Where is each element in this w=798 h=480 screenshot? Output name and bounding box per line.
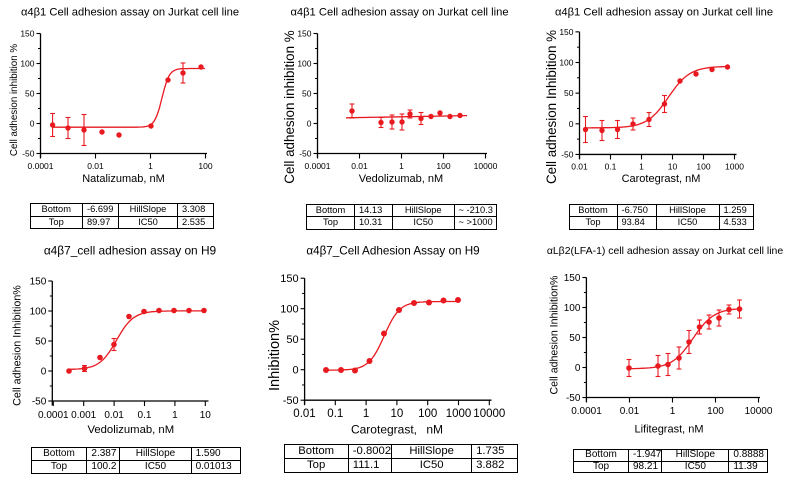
svg-text:1: 1 (363, 408, 369, 420)
svg-text:150: 150 (297, 28, 311, 38)
svg-text:0: 0 (30, 118, 35, 128)
svg-text:150: 150 (559, 27, 573, 37)
svg-text:100: 100 (418, 408, 437, 420)
svg-text:Lifitegrast, nM: Lifitegrast, nM (634, 424, 703, 436)
svg-text:100: 100 (297, 58, 311, 68)
svg-text:0.0001: 0.0001 (305, 161, 331, 171)
svg-text:1000: 1000 (725, 162, 744, 172)
svg-text:Cell adhesion Inhibition %: Cell adhesion Inhibition % (544, 30, 559, 184)
svg-text:0.01: 0.01 (104, 410, 124, 421)
svg-text:α4β7_cell adhesion assay on H9: α4β7_cell adhesion assay on H9 (44, 244, 217, 258)
svg-text:αLβ2(LFA-1) cell adhesion assa: αLβ2(LFA-1) cell adhesion assay on Jurka… (547, 246, 784, 257)
svg-text:0.0001: 0.0001 (38, 410, 69, 421)
svg-text:150: 150 (30, 277, 47, 288)
svg-text:10000: 10000 (473, 408, 505, 420)
svg-text:α4β1 Cell adhesion assay on Ju: α4β1 Cell adhesion assay on Jurkat cell … (555, 7, 773, 19)
svg-text:1: 1 (172, 410, 178, 421)
svg-text:100: 100 (707, 406, 724, 417)
svg-text:-50: -50 (32, 397, 47, 408)
svg-text:0: 0 (292, 365, 298, 377)
svg-text:0.01: 0.01 (87, 161, 104, 171)
svg-text:100: 100 (198, 161, 212, 171)
svg-text:150: 150 (280, 273, 298, 285)
svg-text:α4β1 Cell adhesion assay on Ju: α4β1 Cell adhesion assay on Jurkat cell … (290, 7, 508, 19)
svg-text:α4β7_Cell Adhesion Assay on H9: α4β7_Cell Adhesion Assay on H9 (306, 245, 479, 258)
svg-text:100: 100 (30, 307, 47, 318)
svg-text:Vedolizumab, nM: Vedolizumab, nM (359, 173, 443, 185)
svg-text:100: 100 (559, 57, 573, 67)
svg-text:0: 0 (41, 367, 47, 378)
svg-text:Cell adhesion inhibition %: Cell adhesion inhibition % (282, 30, 297, 183)
svg-text:0: 0 (575, 363, 581, 374)
svg-text:10000: 10000 (745, 406, 773, 417)
svg-text:0.01: 0.01 (351, 161, 368, 171)
svg-text:Vedolizumab, nM: Vedolizumab, nM (87, 424, 174, 436)
svg-text:Inhibition%: Inhibition% (267, 320, 283, 391)
svg-text:50: 50 (564, 88, 574, 98)
svg-text:100: 100 (696, 162, 710, 172)
svg-text:10: 10 (200, 410, 212, 421)
svg-text:1: 1 (399, 161, 404, 171)
svg-text:50: 50 (569, 333, 581, 344)
svg-text:150: 150 (564, 273, 581, 284)
svg-text:-50: -50 (283, 395, 299, 407)
svg-text:100: 100 (20, 58, 34, 68)
svg-text:Carotegrast, nM: Carotegrast, nM (351, 423, 443, 437)
svg-text:150: 150 (20, 28, 34, 38)
svg-text:0: 0 (569, 119, 574, 129)
svg-text:0.0001: 0.0001 (28, 161, 54, 171)
svg-text:0.0001: 0.0001 (571, 406, 602, 417)
svg-text:100: 100 (436, 161, 450, 171)
svg-text:50: 50 (302, 88, 312, 98)
svg-text:0.1: 0.1 (605, 162, 617, 172)
svg-text:0: 0 (307, 118, 312, 128)
svg-text:0.1: 0.1 (138, 410, 152, 421)
svg-text:Cell adhesion Inhibition%: Cell adhesion Inhibition% (549, 275, 561, 395)
svg-text:100: 100 (564, 303, 581, 314)
svg-text:0.001: 0.001 (71, 410, 96, 421)
svg-text:1: 1 (639, 162, 644, 172)
svg-text:Natalizumab, nM: Natalizumab, nM (82, 173, 165, 185)
svg-text:50: 50 (25, 88, 35, 98)
svg-text:50: 50 (286, 334, 298, 346)
svg-text:α4β1 Cell adhesion assay on Ju: α4β1 Cell adhesion assay on Jurkat cell … (21, 7, 239, 19)
svg-text:0.01: 0.01 (571, 162, 588, 172)
svg-text:10000: 10000 (474, 161, 498, 171)
svg-text:50: 50 (35, 337, 47, 348)
svg-text:-50: -50 (22, 148, 35, 158)
svg-text:-50: -50 (566, 393, 581, 404)
svg-text:-50: -50 (561, 149, 574, 159)
svg-text:0.01: 0.01 (620, 406, 640, 417)
svg-text:10: 10 (668, 162, 678, 172)
svg-text:10: 10 (391, 408, 404, 420)
svg-text:0.01: 0.01 (293, 408, 315, 420)
svg-text:Cell adhesion inhibition %: Cell adhesion inhibition % (9, 44, 20, 156)
svg-text:-50: -50 (299, 148, 312, 158)
svg-text:Cell adhesion Inhibition%: Cell adhesion Inhibition% (12, 285, 24, 406)
svg-text:1: 1 (670, 406, 676, 417)
svg-text:Carotegrast, nM: Carotegrast, nM (622, 173, 701, 185)
svg-text:1000: 1000 (446, 408, 472, 420)
svg-text:100: 100 (280, 304, 298, 316)
svg-text:0.1: 0.1 (327, 408, 343, 420)
svg-text:1: 1 (148, 161, 153, 171)
